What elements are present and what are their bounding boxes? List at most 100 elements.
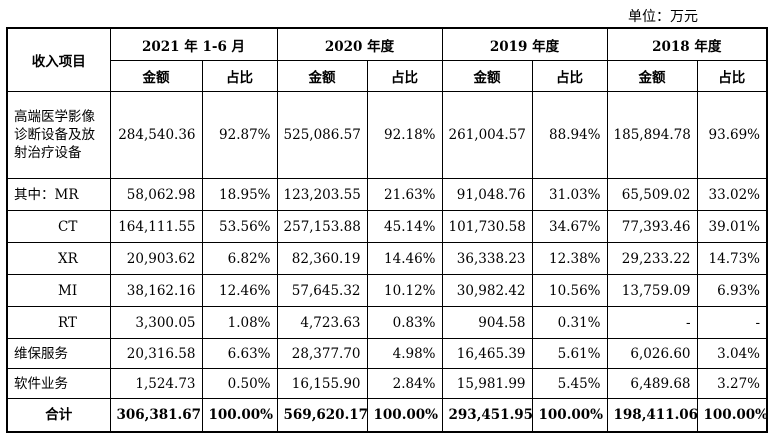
table-cell: -	[606, 306, 698, 339]
table-cell: 13,759.09	[606, 274, 698, 307]
table-cell: 53.56%	[201, 210, 278, 243]
table-cell: 100.00%	[201, 398, 278, 433]
table-cell: 185,894.78	[606, 91, 698, 179]
table-row: 其中：MR 58,062.98 18.95% 123,203.55 21.63% 91,0…	[6, 178, 768, 211]
table-cell: 257,153.88	[276, 210, 368, 243]
row-label: MI	[6, 274, 111, 307]
table-cell: 82,360.19	[276, 242, 368, 275]
share-header: 占比	[696, 60, 768, 92]
table-cell: 100.00%	[366, 398, 443, 433]
table-cell: 569,620.17	[276, 398, 368, 433]
header-row-periods: 收入项目 2021 年 1-6 月 2020 年度 2019 年度 2018 年…	[6, 27, 768, 92]
header-row-metrics: 金额 占比 金额 占比 金额 占比 金额 占比	[7, 60, 768, 92]
unit-note: 单位：万元	[628, 9, 698, 25]
row-label: RT	[6, 306, 111, 339]
period-header: 2019 年度	[441, 27, 608, 61]
table-cell: 91,048.76	[441, 178, 533, 211]
table-cell: 6.63%	[201, 338, 278, 369]
table-cell: 65,509.02	[606, 178, 698, 211]
table-cell: 12.38%	[531, 242, 608, 275]
table-cell: 4.98%	[366, 338, 443, 369]
table-cell: 14.73%	[696, 242, 768, 275]
row-label: 其中：MR	[6, 178, 111, 211]
table-row: 软件业务 1,524.73 0.50% 16,155.90 2.84% 15,981.99…	[6, 368, 768, 399]
table-cell: 293,451.95	[441, 398, 533, 433]
table-cell: 525,086.57	[276, 91, 368, 179]
table-cell: 39.01%	[696, 210, 768, 243]
table-cell: 0.31%	[531, 306, 608, 339]
table-cell: 21.63%	[366, 178, 443, 211]
table-cell: 3,300.05	[109, 306, 203, 339]
period-header: 2018 年度	[606, 27, 768, 61]
table-row: RT 3,300.05 1.08% 4,723.63 0.83% 904.58 0.31% -…	[6, 306, 768, 339]
table-cell: 123,203.55	[276, 178, 368, 211]
table-cell: 31.03%	[531, 178, 608, 211]
table-cell: 38,162.16	[109, 274, 203, 307]
table-cell: 20,316.58	[109, 338, 203, 369]
table-cell: 58,062.98	[109, 178, 203, 211]
table-cell: 0.83%	[366, 306, 443, 339]
item-header: 收入项目	[6, 27, 111, 92]
table-cell: 100.00%	[531, 398, 608, 433]
row-label: 维保服务	[6, 338, 111, 369]
table-cell: 6.93%	[696, 274, 768, 307]
table-row: CT 164,111.55 53.56% 257,153.88 45.14% 101,73…	[6, 210, 768, 243]
table-cell: 198,411.06	[606, 398, 698, 433]
amount-header: 金额	[276, 60, 368, 92]
table-cell: 306,381.67	[109, 398, 203, 433]
table-cell: 14.46%	[366, 242, 443, 275]
row-label: XR	[6, 242, 111, 275]
row-label: 高端医学影像诊断设备及放射治疗设备	[6, 91, 111, 179]
table-row: MI 38,162.16 12.46% 57,645.32 10.12% 30,982.4…	[6, 274, 768, 307]
table-cell: 284,540.36	[109, 91, 203, 179]
table-cell: 29,233.22	[606, 242, 698, 275]
table-cell: -	[696, 306, 768, 339]
table-cell: 5.45%	[531, 368, 608, 399]
period-header: 2021 年 1-6 月	[109, 27, 278, 61]
row-label: 软件业务	[6, 368, 111, 399]
amount-header: 金额	[441, 60, 533, 92]
share-header: 占比	[201, 60, 278, 92]
table-cell: 57,645.32	[276, 274, 368, 307]
row-label: CT	[6, 210, 111, 243]
table-body: 高端医学影像诊断设备及放射治疗设备 284,540.36 92.87% 525,086…	[6, 91, 768, 399]
table-cell: 164,111.55	[109, 210, 203, 243]
table-cell: 10.12%	[366, 274, 443, 307]
table-cell: 18.95%	[201, 178, 278, 211]
table-cell: 1,524.73	[109, 368, 203, 399]
table-cell: 15,981.99	[441, 368, 533, 399]
table-cell: 28,377.70	[276, 338, 368, 369]
table-cell: 4,723.63	[276, 306, 368, 339]
table-cell: 33.02%	[696, 178, 768, 211]
table-row: 维保服务 20,316.58 6.63% 28,377.70 4.98% 16,465.3…	[6, 338, 768, 369]
table-cell: 2.84%	[366, 368, 443, 399]
table-cell: 34.67%	[531, 210, 608, 243]
total-row: 合计 306,381.67 100.00% 569,620.17 100.00%…	[6, 398, 768, 433]
table-cell: 100.00%	[696, 398, 768, 433]
table-cell: 45.14%	[366, 210, 443, 243]
table-cell: 1.08%	[201, 306, 278, 339]
table-cell: 88.94%	[531, 91, 608, 179]
table-cell: 77,393.46	[606, 210, 698, 243]
table-cell: 93.69%	[696, 91, 768, 179]
table-row: XR 20,903.62 6.82% 82,360.19 14.46% 36,338.23…	[6, 242, 768, 275]
table-cell: 92.18%	[366, 91, 443, 179]
amount-header: 金额	[109, 60, 203, 92]
table-cell: 20,903.62	[109, 242, 203, 275]
table-row: 高端医学影像诊断设备及放射治疗设备 284,540.36 92.87% 525,086…	[6, 91, 768, 179]
table-cell: 30,982.42	[441, 274, 533, 307]
table-cell: 36,338.23	[441, 242, 533, 275]
share-header: 占比	[531, 60, 608, 92]
table-cell: 0.50%	[201, 368, 278, 399]
share-header: 占比	[366, 60, 443, 92]
table-cell: 16,465.39	[441, 338, 533, 369]
table-cell: 6,026.60	[606, 338, 698, 369]
table-cell: 10.56%	[531, 274, 608, 307]
period-header: 2020 年度	[276, 27, 443, 61]
table-cell: 16,155.90	[276, 368, 368, 399]
table-cell: 3.04%	[696, 338, 768, 369]
revenue-table: 收入项目 2021 年 1-6 月 2020 年度 2019 年度 2018 年…	[6, 27, 769, 433]
table-cell: 3.27%	[696, 368, 768, 399]
table-cell: 6,489.68	[606, 368, 698, 399]
table-cell: 101,730.58	[441, 210, 533, 243]
